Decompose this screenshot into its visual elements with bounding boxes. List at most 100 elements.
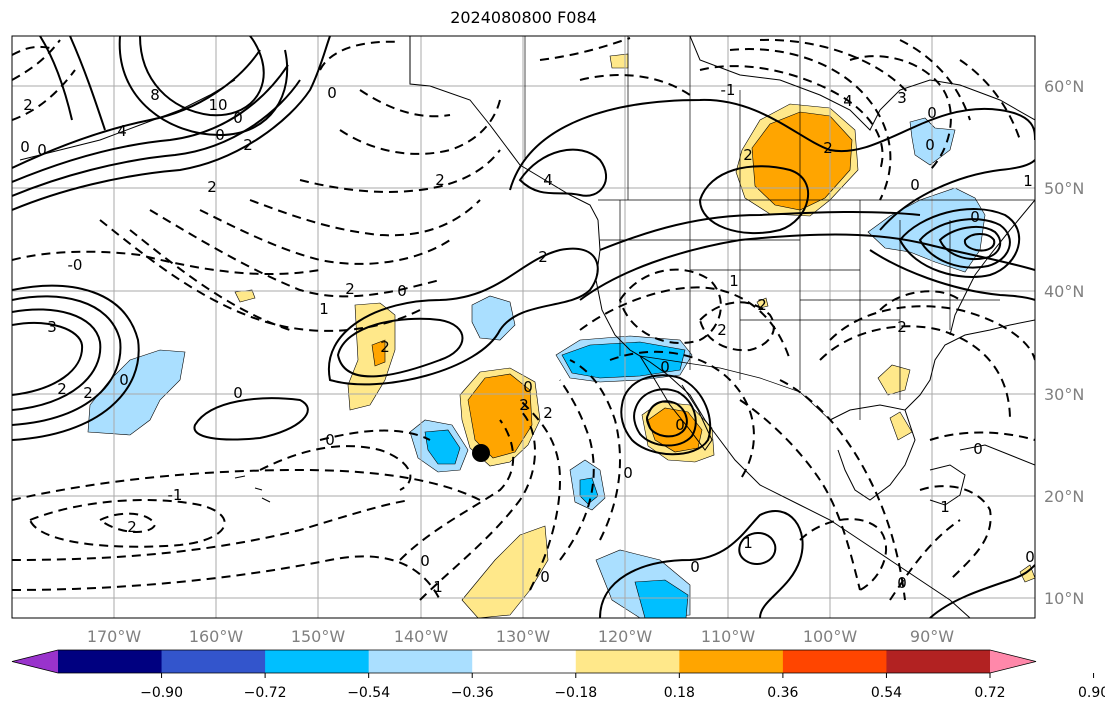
contour bbox=[599, 510, 804, 618]
contour bbox=[729, 48, 892, 201]
plot-title: 2024080800 F084 bbox=[450, 8, 597, 27]
lon-label: 120°W bbox=[598, 627, 653, 646]
colorbar-tick-label: 0.72 bbox=[974, 685, 1005, 701]
contour-label: 0 bbox=[970, 208, 980, 226]
contour bbox=[599, 210, 921, 251]
contour bbox=[12, 36, 331, 211]
contour-label: 2 bbox=[435, 171, 445, 189]
lat-label: 10°N bbox=[1044, 589, 1084, 608]
shade-orange bbox=[751, 111, 853, 211]
gulf-coast bbox=[829, 404, 916, 501]
contour bbox=[39, 36, 73, 121]
contour-label: -1 bbox=[721, 81, 736, 99]
shade-yellow bbox=[877, 364, 911, 396]
contour-label: 4 bbox=[843, 92, 853, 110]
contour-label: 3 bbox=[897, 89, 907, 107]
contour bbox=[879, 159, 1035, 231]
contour bbox=[118, 36, 289, 137]
contour bbox=[12, 295, 122, 426]
contour bbox=[779, 379, 906, 601]
contour-label: 2 bbox=[207, 178, 217, 196]
contour-label: 0 bbox=[233, 109, 243, 127]
contour bbox=[327, 247, 599, 386]
contour bbox=[399, 419, 515, 561]
contour bbox=[12, 45, 51, 56]
contour-label: 1 bbox=[729, 272, 739, 290]
contour bbox=[12, 69, 76, 121]
contour bbox=[559, 379, 595, 561]
shade-yellow bbox=[461, 525, 549, 618]
colorbar-tick-label: 0.36 bbox=[767, 685, 798, 701]
hudson-bay-coast bbox=[689, 36, 1035, 131]
contour bbox=[918, 218, 1011, 269]
contour bbox=[28, 499, 226, 548]
contour bbox=[829, 305, 1035, 361]
contour bbox=[739, 399, 861, 591]
contour-label: 0 bbox=[973, 440, 983, 458]
contour-label: 2 bbox=[538, 248, 548, 266]
black-dot-marker bbox=[472, 444, 490, 462]
contour-label: 1 bbox=[1023, 172, 1033, 190]
contour-label: 0 bbox=[215, 126, 225, 144]
shaded-fields bbox=[87, 53, 1035, 618]
contour-label: 0 bbox=[927, 104, 937, 122]
shade-orange bbox=[647, 407, 703, 453]
shade-orange bbox=[371, 339, 386, 367]
contour bbox=[889, 519, 961, 601]
contour bbox=[12, 284, 140, 441]
contour-label: 2 bbox=[57, 380, 67, 398]
contour-label: 0 bbox=[397, 282, 407, 300]
contour bbox=[249, 199, 481, 237]
contour bbox=[99, 219, 421, 332]
contour-label: 0 bbox=[119, 371, 129, 389]
contour bbox=[579, 233, 1035, 301]
contour-label: 0 bbox=[20, 138, 30, 156]
lon-label: 130°W bbox=[496, 627, 551, 646]
contour-lines bbox=[12, 36, 1035, 618]
contour bbox=[929, 431, 1035, 441]
contour bbox=[12, 79, 301, 197]
province-lines bbox=[627, 36, 801, 200]
contour-label: 1 bbox=[940, 498, 950, 516]
contour bbox=[139, 36, 265, 117]
colorbar-segment bbox=[161, 650, 266, 673]
contour bbox=[919, 485, 992, 581]
contour bbox=[98, 512, 157, 533]
lon-label: 160°W bbox=[189, 627, 244, 646]
contour-label: 0 bbox=[910, 176, 920, 194]
contour bbox=[12, 64, 289, 183]
contour bbox=[12, 468, 481, 501]
contour-label: 4 bbox=[117, 122, 127, 140]
map-panel: 2 8 10 4 0 0 2 2 0 0 2 4 4 2 3 0 0 2 0 0… bbox=[12, 36, 1035, 618]
contour bbox=[12, 555, 441, 601]
colorbar-tick-label: 0.18 bbox=[664, 685, 695, 701]
shade-deep-sky-blue bbox=[424, 429, 461, 465]
negative-contours bbox=[12, 37, 1035, 601]
contour bbox=[869, 249, 1035, 301]
contour-label: -0 bbox=[68, 256, 83, 274]
shade-light-blue bbox=[471, 295, 516, 341]
contour bbox=[12, 39, 61, 81]
colorbar-tick-label: −0.90 bbox=[140, 685, 183, 701]
political-borders bbox=[524, 36, 1035, 421]
colorbar-tick-label: −0.18 bbox=[554, 685, 597, 701]
colorbar-segment bbox=[265, 650, 370, 673]
colorbar-tick-label: −0.36 bbox=[451, 685, 494, 701]
contour bbox=[609, 350, 755, 481]
contour bbox=[698, 301, 775, 352]
yucatan bbox=[929, 464, 966, 506]
contour bbox=[938, 225, 1002, 260]
colorbar-tick-label: 0.90 bbox=[1078, 685, 1105, 701]
contour bbox=[69, 36, 106, 131]
contour bbox=[738, 532, 777, 565]
colorbar-extend-high bbox=[990, 650, 1036, 673]
colorbar-tick-label: −0.54 bbox=[347, 685, 390, 701]
contour bbox=[963, 233, 996, 252]
contour bbox=[898, 208, 1021, 278]
contour bbox=[618, 268, 722, 345]
contour-label: 0 bbox=[1025, 548, 1035, 566]
contour bbox=[519, 399, 562, 591]
contour bbox=[759, 38, 911, 96]
contour bbox=[959, 59, 1021, 141]
